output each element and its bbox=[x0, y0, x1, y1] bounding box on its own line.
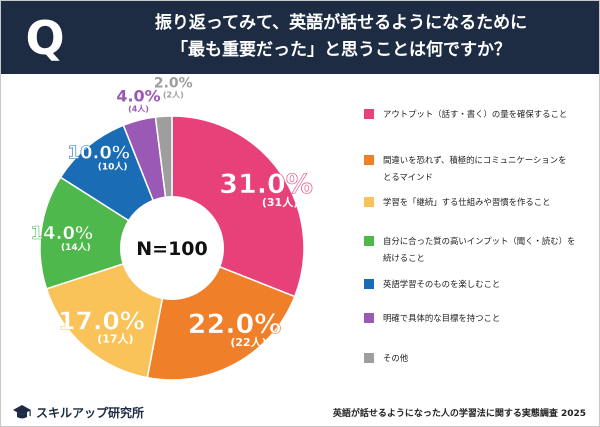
legend-label-6: 明確で具体的な目標を持つこと bbox=[383, 310, 593, 327]
donut-hole bbox=[120, 196, 224, 300]
center-label: N=100 bbox=[136, 238, 207, 260]
slice-count-label-1: (31人) bbox=[262, 195, 298, 209]
legend-swatch-2 bbox=[364, 155, 374, 165]
slice-count-label-4: (14人) bbox=[61, 241, 91, 253]
legend-swatch-3 bbox=[364, 197, 374, 207]
slice-pct-label-3: 17.0% bbox=[58, 306, 145, 335]
slice-pct-label-4: 14.0% bbox=[31, 223, 93, 244]
legend-label-line1: 間違いを恐れず、積極的にコミュニケーションを bbox=[383, 155, 567, 165]
legend-label-line2: 続けること bbox=[383, 253, 425, 263]
legend-label-line2: とるマインド bbox=[383, 172, 433, 182]
slice-pct-label-7: 2.0% bbox=[154, 76, 193, 92]
question-title-line1: 振り返ってみて、英語が話せるようになるために bbox=[154, 13, 528, 33]
question-header: Q 振り返ってみて、英語が話せるようになるために 「最も重要だった」と思うことは… bbox=[1, 1, 599, 74]
slice-pct-label-5: 10.0% bbox=[67, 143, 129, 164]
survey-source: 英語が話せるようになった人の学習法に関する実態調査 2025 bbox=[332, 409, 586, 419]
legend-label-line1: その他 bbox=[383, 353, 409, 363]
slice-count-label-3: (17人) bbox=[97, 331, 133, 345]
legend-label-7: その他 bbox=[383, 350, 593, 367]
legend-label-line1: アウトプット（話す・書く）の量を確保すること bbox=[383, 109, 568, 119]
slice-count-label-6: (4人) bbox=[128, 104, 149, 114]
legend-swatch-5 bbox=[364, 279, 374, 289]
legend-label-4: 自分に合った質の高いインプット（聞く・読む）を 続けること bbox=[383, 233, 593, 267]
slice-count-label-2: (22人) bbox=[230, 335, 266, 349]
legend-swatch-6 bbox=[364, 313, 374, 323]
brand-name: スキルアップ研究所 bbox=[36, 406, 145, 420]
q-mark: Q bbox=[25, 11, 65, 65]
legend-label-3: 学習を「継続」する仕組みや習慣を作ること bbox=[383, 194, 593, 211]
legend-label-line1: 明確で具体的な目標を持つこと bbox=[383, 313, 501, 323]
legend-label-2: 間違いを恐れず、積極的にコミュニケーションを とるマインド bbox=[383, 152, 593, 186]
legend-swatch-4 bbox=[364, 236, 374, 246]
legend-label-line1: 学習を「継続」する仕組みや習慣を作ること bbox=[383, 197, 551, 207]
slice-pct-label-1: 31.0% bbox=[219, 169, 313, 200]
slice-count-label-7: (2人) bbox=[163, 90, 184, 100]
graduation-cap-icon bbox=[13, 405, 31, 419]
legend-label-5: 英語学習そのものを楽しむこと bbox=[383, 276, 593, 293]
slice-pct-label-6: 4.0% bbox=[116, 87, 160, 106]
pie-slice-4 bbox=[39, 176, 174, 290]
legend-swatch-7 bbox=[364, 353, 374, 363]
legend-label-line1: 英語学習そのものを楽しむこと bbox=[383, 279, 501, 289]
question-title-line2: 「最も重要だった」と思うことは何ですか？ bbox=[171, 40, 511, 60]
question-title: 振り返ってみて、英語が話せるようになるために 「最も重要だった」と思うことは何で… bbox=[93, 10, 589, 64]
legend-label-line1: 自分に合った質の高いインプット（聞く・読む）を bbox=[383, 236, 576, 246]
legend-swatch-1 bbox=[364, 109, 374, 119]
slice-pct-label-2: 22.0% bbox=[188, 309, 282, 340]
slice-count-label-5: (10人) bbox=[98, 161, 128, 173]
legend-label-1: アウトプット（話す・書く）の量を確保すること bbox=[383, 106, 593, 123]
